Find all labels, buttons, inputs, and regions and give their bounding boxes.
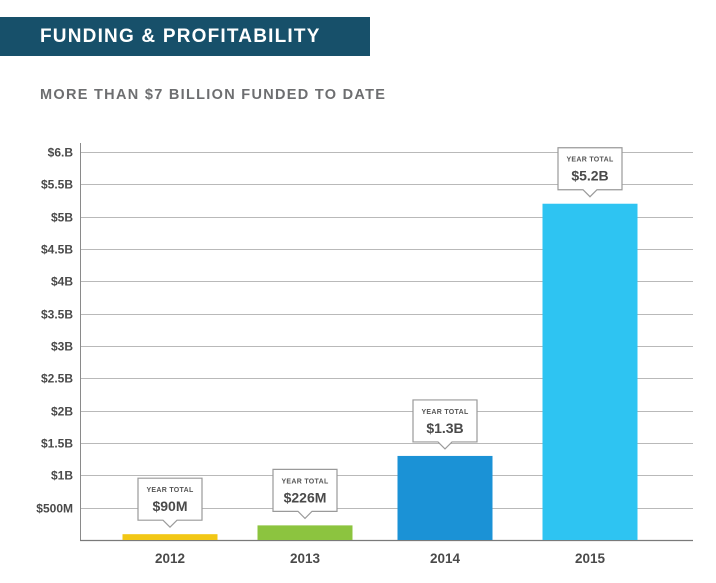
y-tick-label: $1B bbox=[51, 469, 73, 483]
callout-caption: YEAR TOTAL bbox=[421, 409, 468, 416]
callout-caption: YEAR TOTAL bbox=[146, 487, 193, 494]
section-banner: FUNDING & PROFITABILITY bbox=[0, 17, 370, 56]
x-category-label: 2013 bbox=[290, 551, 321, 566]
data-label: $1.3B bbox=[426, 420, 463, 436]
x-category-label: 2015 bbox=[575, 551, 606, 566]
y-tick-label: $1.5B bbox=[41, 437, 73, 451]
y-tick-label: $5.5B bbox=[41, 178, 73, 192]
bar-2015 bbox=[542, 203, 638, 540]
x-category-label: 2012 bbox=[155, 551, 185, 566]
y-tick-label: $4B bbox=[51, 275, 73, 289]
banner-title: FUNDING & PROFITABILITY bbox=[40, 26, 321, 47]
y-tick-label: $5B bbox=[51, 211, 73, 225]
data-label: $226M bbox=[284, 489, 327, 505]
y-tick-label: $500M bbox=[36, 502, 73, 516]
y-tick-label: $4.5B bbox=[41, 243, 73, 257]
value-callout bbox=[557, 147, 623, 198]
value-callout bbox=[272, 468, 338, 520]
bar-2014 bbox=[397, 455, 493, 540]
data-label: $5.2B bbox=[571, 168, 608, 184]
y-tick-label: $6.B bbox=[48, 146, 74, 160]
callout-caption: YEAR TOTAL bbox=[566, 157, 613, 164]
data-label: $90M bbox=[152, 498, 187, 514]
y-tick-label: $2B bbox=[51, 405, 73, 419]
bar-2013 bbox=[257, 525, 353, 540]
callout-caption: YEAR TOTAL bbox=[281, 478, 328, 485]
x-category-label: 2014 bbox=[430, 551, 461, 566]
y-tick-label: $3B bbox=[51, 340, 73, 354]
y-tick-label: $2.5B bbox=[41, 372, 73, 386]
value-callout bbox=[412, 399, 478, 450]
value-callout bbox=[137, 477, 203, 529]
bar-2012 bbox=[122, 534, 218, 540]
y-tick-label: $3.5B bbox=[41, 308, 73, 322]
chart-subtitle: MORE THAN $7 BILLION FUNDED TO DATE bbox=[40, 87, 387, 103]
